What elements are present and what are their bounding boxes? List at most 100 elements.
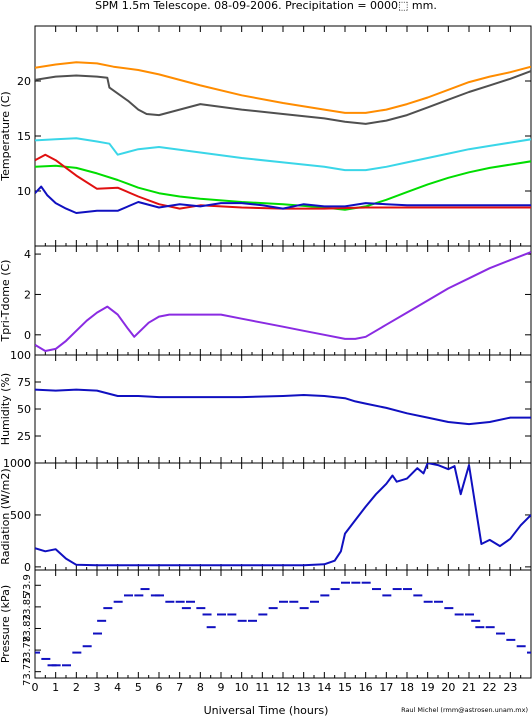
x-tick-label: 2 (73, 681, 80, 694)
data-point (268, 607, 278, 610)
y-tick-label: 0 (24, 457, 31, 470)
series-line (35, 463, 531, 567)
figure-title: SPM 1.5m Telescope. 08-09-2006. Precipit… (95, 0, 437, 12)
y-tick-label: 50 (17, 403, 31, 416)
y-axis-label: Pressure (kPa) (0, 585, 12, 663)
series-3 (35, 137, 531, 172)
data-point (140, 588, 150, 591)
data-point (434, 600, 443, 603)
x-tick-label: 5 (135, 681, 142, 694)
data-point (103, 607, 113, 610)
data-point (496, 632, 505, 635)
series-5 (35, 153, 531, 210)
data-point (51, 664, 61, 667)
y-tick-label: 100 (10, 349, 31, 362)
panel-2: 0 2 4 Tpri-Tdome (C) (0, 245, 532, 356)
data-point (175, 600, 185, 603)
series-2 (35, 70, 531, 125)
data-point (227, 613, 237, 616)
x-tick-label: 0 (32, 681, 39, 694)
data-point (72, 651, 82, 654)
y-axis-label: Temperature (C) (0, 91, 12, 181)
data-point (97, 619, 107, 622)
data-point (202, 613, 212, 616)
series-1 (35, 251, 531, 352)
x-axis: 0 1 2 3 4 5 6 7 8 9 10 11 12 13 14 15 16 17 18 19 20 21 22 23 (32, 681, 518, 694)
x-tick-label: 14 (317, 681, 331, 694)
series-line (35, 61, 531, 114)
x-tick-label: 23 (503, 681, 517, 694)
y-tick-label: 15 (17, 130, 31, 143)
data-point (475, 626, 485, 629)
data-point (516, 645, 526, 648)
x-tick-label: 12 (276, 681, 290, 694)
data-point (165, 600, 175, 603)
y-tick-label: 20 (17, 75, 31, 88)
series-line (35, 160, 531, 211)
x-tick-label: 6 (156, 681, 163, 694)
x-tick-label: 1 (52, 681, 59, 694)
x-tick-label: 19 (421, 681, 435, 694)
series-1 (35, 581, 531, 667)
y-tick-label: 73.73 (22, 657, 33, 686)
series-line (35, 153, 531, 210)
data-point (361, 581, 371, 584)
x-tick-label: 4 (114, 681, 121, 694)
x-tick-label: 11 (255, 681, 269, 694)
data-point (527, 651, 531, 654)
data-point (237, 619, 247, 622)
data-point (113, 600, 123, 603)
y-tick-label: 25 (17, 430, 31, 443)
series-line (35, 388, 531, 426)
x-tick-label: 22 (483, 681, 497, 694)
data-point (93, 632, 102, 635)
series-line (35, 185, 531, 214)
x-tick-label: 21 (462, 681, 476, 694)
data-point (299, 607, 309, 610)
y-axis-label: Radiation (W/m2) (0, 468, 12, 564)
x-tick-label: 13 (297, 681, 311, 694)
data-point (62, 664, 71, 667)
data-point (320, 594, 330, 597)
x-axis-label: Universal Time (hours) (204, 704, 329, 717)
data-point (289, 600, 299, 603)
data-point (372, 588, 381, 591)
credit-text: Raul Michel (rmm@astrosen.unam.mx) (401, 706, 528, 714)
data-point (196, 607, 206, 610)
series-6 (35, 185, 531, 214)
x-tick-label: 10 (235, 681, 249, 694)
data-point (134, 594, 144, 597)
x-tick-label: 3 (94, 681, 101, 694)
y-tick-label: 73.78 (22, 636, 33, 665)
y-axis-label: Humidity (%) (0, 373, 12, 445)
x-tick-label: 18 (400, 681, 414, 694)
y-tick-label: 4 (24, 248, 31, 261)
data-point (186, 600, 195, 603)
panel-frame (34, 569, 532, 679)
data-point (258, 613, 268, 616)
panel-frame (34, 245, 532, 356)
x-tick-label: 20 (441, 681, 455, 694)
series-line (35, 251, 531, 352)
series-1 (35, 61, 531, 114)
y-tick-label: 73.83 (22, 614, 33, 643)
series-1 (35, 388, 531, 426)
panel-1: 10 15 20 Temperature (C) (0, 25, 532, 247)
x-tick-label: 17 (379, 681, 393, 694)
y-tick-label: 73.85 (22, 593, 33, 622)
data-point (423, 600, 433, 603)
data-point (82, 645, 92, 648)
data-point (310, 600, 319, 603)
series-4 (35, 160, 531, 211)
series-1 (35, 463, 531, 567)
data-point (392, 588, 402, 591)
data-point (485, 626, 495, 629)
data-point (217, 613, 226, 616)
y-axis-label: Tpri-Tdome (C) (0, 260, 12, 343)
data-point (35, 651, 40, 654)
data-point (181, 607, 191, 610)
data-point (351, 581, 361, 584)
data-point (403, 588, 412, 591)
